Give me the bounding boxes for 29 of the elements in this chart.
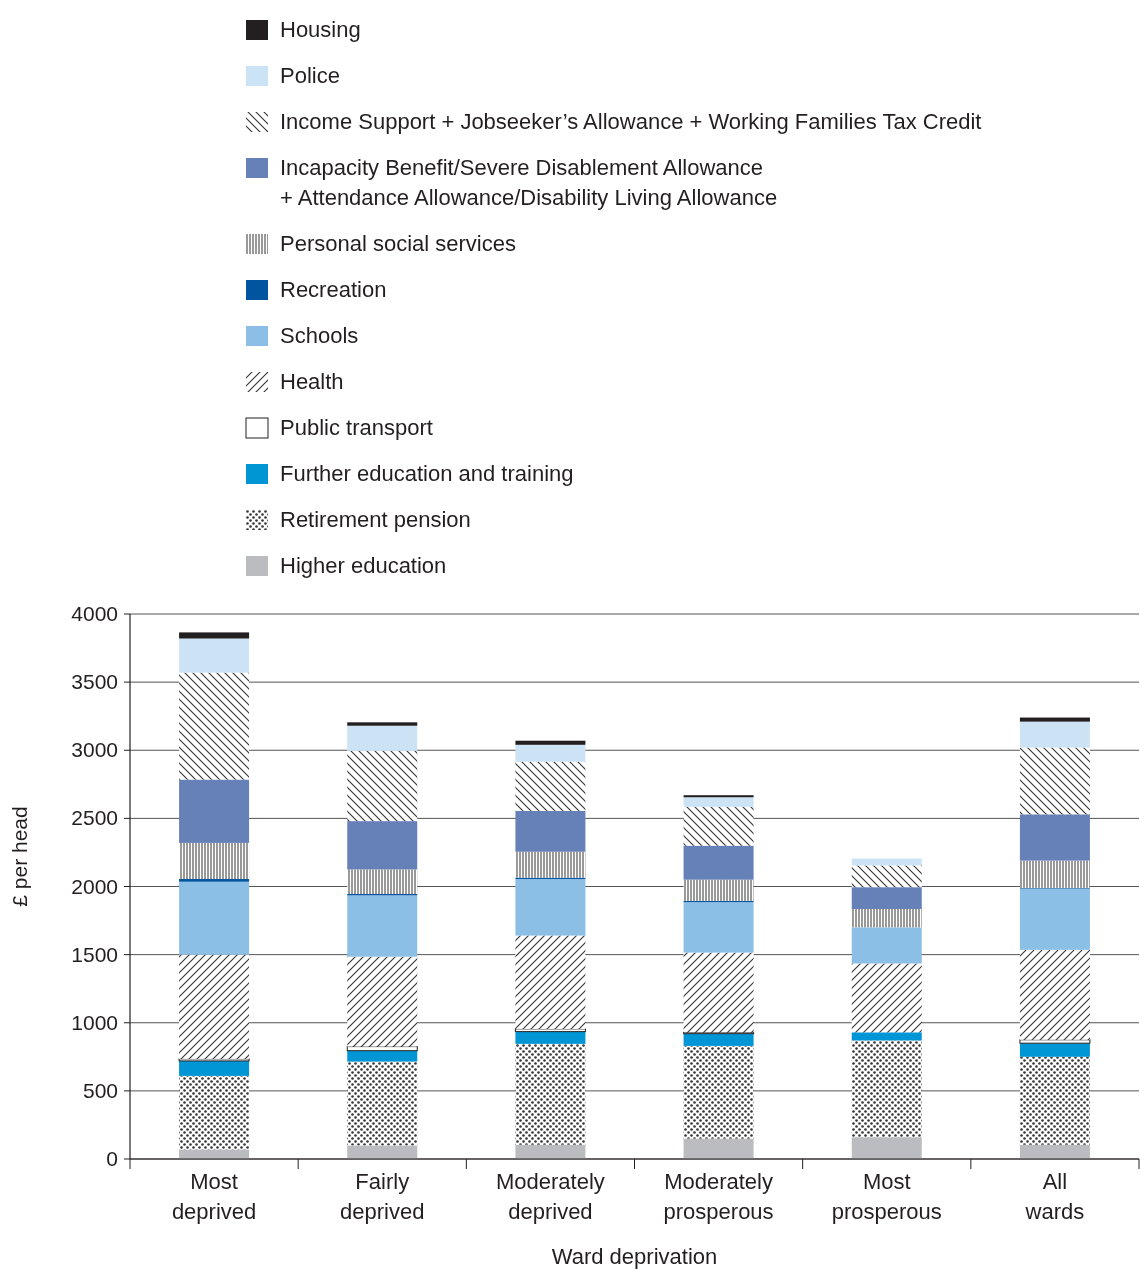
x-tick-label: Most prosperous (831, 1169, 942, 1224)
legend-label: Health (280, 369, 344, 394)
legend-label: Retirement pension (280, 507, 471, 532)
y-tick-label: 1000 (71, 1010, 118, 1034)
y-tick-label: 500 (82, 1078, 118, 1102)
legend-label: Recreation (280, 277, 387, 302)
legend-label: Further education and training (280, 461, 574, 486)
y-axis-title: £ per head (8, 806, 31, 907)
x-tick-label: Moderately deprived (495, 1169, 605, 1224)
x-axis-title: Ward deprivation (551, 1244, 718, 1269)
legend-label: Personal social services (280, 231, 516, 256)
x-tick-label: Moderately prosperous (663, 1169, 774, 1224)
y-tick-label: 3500 (71, 670, 118, 694)
legend-label: Income Support + Jobseeker’s Allowance + Working Families Tax Credit (280, 109, 982, 134)
legend-label: Police (280, 63, 340, 88)
y-tick-label: 2500 (71, 806, 118, 830)
legend-label: Schools (280, 323, 359, 348)
legend-label: Higher education (280, 553, 447, 578)
y-tick-label: 4000 (71, 602, 118, 625)
legend-label: Public transport (280, 415, 433, 440)
x-tick-label: All wards (1024, 1169, 1085, 1224)
y-tick-label: 0 (106, 1147, 118, 1170)
x-tick-label: Most deprived (171, 1169, 257, 1224)
y-tick-label: 3000 (71, 738, 118, 762)
legend-label: Housing (280, 17, 361, 42)
y-tick-label: 2000 (71, 874, 118, 898)
x-tick-label: Fairly deprived (340, 1169, 425, 1224)
legend-label: Incapacity Benefit/Severe Disablement Allowance + Attendance Allowance/Disability Living Allowance (280, 155, 778, 210)
y-tick-label: 1500 (71, 942, 118, 966)
